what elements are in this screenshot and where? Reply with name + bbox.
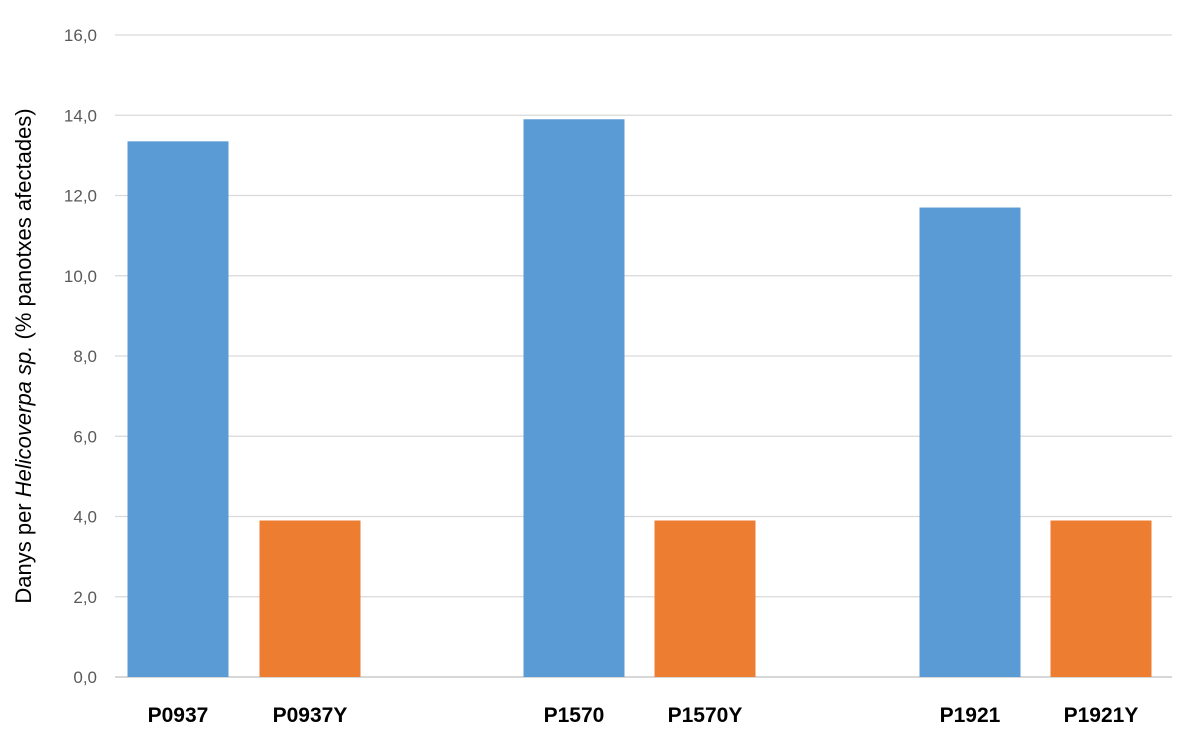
x-tick-label-p1921y: P1921Y — [1064, 704, 1139, 727]
x-tick-label-p1570: P1570 — [544, 704, 605, 727]
x-tick-label-p0937y: P0937Y — [273, 704, 348, 727]
y-tick-label: 14,0 — [64, 106, 97, 125]
y-tick-label: 2,0 — [73, 588, 97, 607]
bar-p1921y — [1050, 520, 1152, 677]
x-tick-label-p0937: P0937 — [148, 704, 209, 727]
y-tick-label: 10,0 — [64, 267, 97, 286]
y-tick-label: 6,0 — [73, 427, 97, 446]
y-tick-label: 8,0 — [73, 347, 97, 366]
bar-p1921 — [919, 207, 1021, 677]
x-tick-labels: P0937 P0937Y P1570 P1570Y P1921 P1921Y — [148, 704, 1139, 727]
y-axis-label: Danys per Helicoverpa sp. (% panotxes af… — [11, 108, 36, 603]
y-tick-label: 12,0 — [64, 187, 97, 206]
y-tick-label: 16,0 — [64, 26, 97, 45]
y-axis-label-suffix: (% panotxes afectades) — [11, 108, 36, 345]
y-axis-label-italic: Helicoverpa sp. — [11, 346, 36, 498]
bar-p1570y — [654, 520, 756, 677]
y-tick-labels: 0,0 2,0 4,0 6,0 8,0 10,0 12,0 14,0 16,0 — [64, 26, 97, 687]
bar-p0937 — [127, 141, 229, 678]
x-tick-label-p1921: P1921 — [940, 704, 1001, 727]
y-tick-label: 4,0 — [73, 508, 97, 527]
bar-p0937y — [259, 520, 361, 677]
y-axis-label-prefix: Danys per — [11, 497, 36, 603]
x-tick-label-p1570y: P1570Y — [668, 704, 743, 727]
y-tick-label: 0,0 — [73, 668, 97, 687]
bars — [127, 119, 1152, 678]
bar-p1570 — [523, 119, 625, 677]
